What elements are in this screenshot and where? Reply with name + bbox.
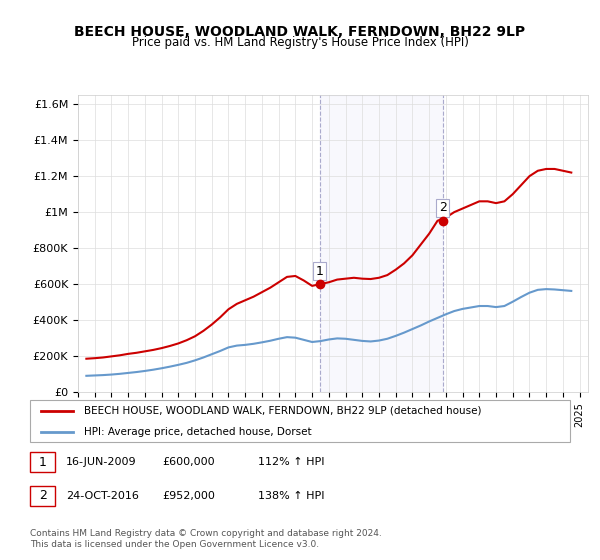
Text: Contains HM Land Registry data © Crown copyright and database right 2024.
This d: Contains HM Land Registry data © Crown c… — [30, 529, 382, 549]
Text: 16-JUN-2009: 16-JUN-2009 — [66, 457, 137, 467]
Text: 2: 2 — [439, 202, 446, 214]
Text: 138% ↑ HPI: 138% ↑ HPI — [258, 491, 325, 501]
Text: 1: 1 — [38, 455, 47, 469]
Text: £600,000: £600,000 — [162, 457, 215, 467]
Text: 2: 2 — [38, 489, 47, 502]
Text: HPI: Average price, detached house, Dorset: HPI: Average price, detached house, Dors… — [84, 427, 311, 437]
Text: BEECH HOUSE, WOODLAND WALK, FERNDOWN, BH22 9LP: BEECH HOUSE, WOODLAND WALK, FERNDOWN, BH… — [74, 25, 526, 39]
Text: £952,000: £952,000 — [162, 491, 215, 501]
FancyBboxPatch shape — [30, 400, 570, 442]
Text: 24-OCT-2016: 24-OCT-2016 — [66, 491, 139, 501]
Text: 1: 1 — [316, 265, 324, 278]
Bar — [320, 95, 443, 392]
Text: 112% ↑ HPI: 112% ↑ HPI — [258, 457, 325, 467]
Text: BEECH HOUSE, WOODLAND WALK, FERNDOWN, BH22 9LP (detached house): BEECH HOUSE, WOODLAND WALK, FERNDOWN, BH… — [84, 406, 482, 416]
Text: Price paid vs. HM Land Registry's House Price Index (HPI): Price paid vs. HM Land Registry's House … — [131, 36, 469, 49]
